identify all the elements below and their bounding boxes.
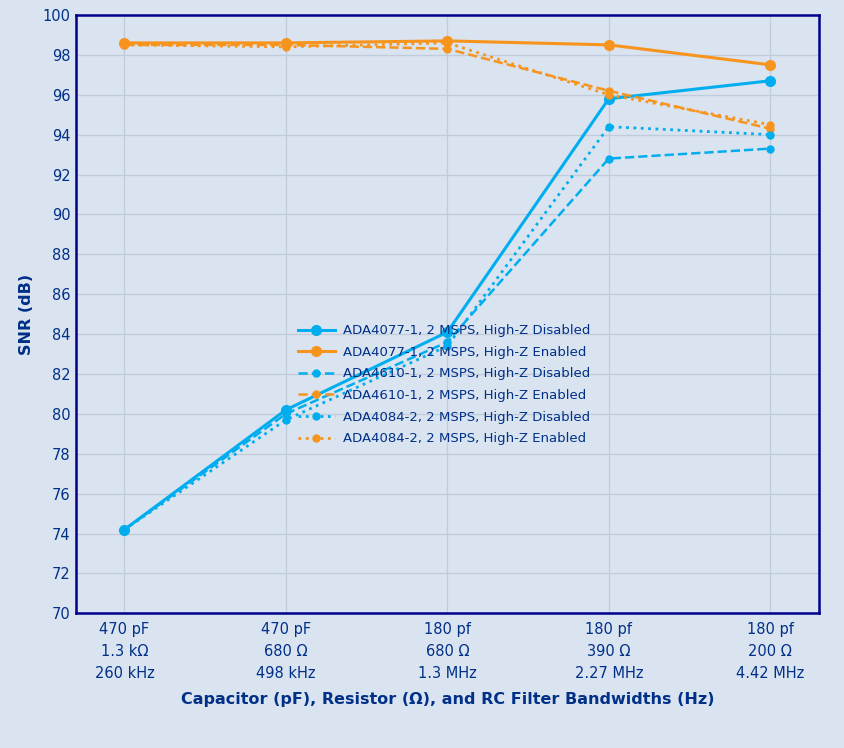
ADA4610-1, 2 MSPS, High-Z Enabled xyxy=(766,124,776,133)
ADA4084-2, 2 MSPS, High-Z Disabled xyxy=(766,130,776,139)
ADA4077-1, 2 MSPS, High-Z Enabled xyxy=(281,38,291,47)
ADA4084-2, 2 MSPS, High-Z Enabled xyxy=(766,120,776,129)
ADA4610-1, 2 MSPS, High-Z Disabled xyxy=(442,337,452,346)
ADA4077-1, 2 MSPS, High-Z Disabled xyxy=(281,405,291,414)
ADA4077-1, 2 MSPS, High-Z Disabled xyxy=(766,76,776,85)
ADA4610-1, 2 MSPS, High-Z Enabled xyxy=(442,44,452,53)
ADA4077-1, 2 MSPS, High-Z Disabled xyxy=(603,94,614,103)
ADA4084-2, 2 MSPS, High-Z Disabled xyxy=(119,525,129,534)
ADA4077-1, 2 MSPS, High-Z Disabled xyxy=(442,328,452,337)
Line: ADA4077-1, 2 MSPS, High-Z Enabled: ADA4077-1, 2 MSPS, High-Z Enabled xyxy=(120,36,775,70)
Line: ADA4610-1, 2 MSPS, High-Z Disabled: ADA4610-1, 2 MSPS, High-Z Disabled xyxy=(121,145,774,533)
ADA4610-1, 2 MSPS, High-Z Enabled xyxy=(281,40,291,49)
ADA4610-1, 2 MSPS, High-Z Enabled xyxy=(119,40,129,49)
ADA4084-2, 2 MSPS, High-Z Disabled xyxy=(281,415,291,424)
Line: ADA4610-1, 2 MSPS, High-Z Enabled: ADA4610-1, 2 MSPS, High-Z Enabled xyxy=(121,41,774,132)
ADA4084-2, 2 MSPS, High-Z Disabled xyxy=(442,342,452,351)
ADA4084-2, 2 MSPS, High-Z Enabled xyxy=(119,40,129,49)
ADA4077-1, 2 MSPS, High-Z Enabled xyxy=(119,38,129,47)
Line: ADA4084-2, 2 MSPS, High-Z Disabled: ADA4084-2, 2 MSPS, High-Z Disabled xyxy=(121,123,774,533)
ADA4610-1, 2 MSPS, High-Z Disabled xyxy=(766,144,776,153)
Y-axis label: SNR (dB): SNR (dB) xyxy=(19,274,34,355)
ADA4077-1, 2 MSPS, High-Z Enabled xyxy=(766,61,776,70)
ADA4610-1, 2 MSPS, High-Z Disabled xyxy=(603,154,614,163)
ADA4084-2, 2 MSPS, High-Z Enabled xyxy=(442,38,452,47)
ADA4077-1, 2 MSPS, High-Z Disabled xyxy=(119,525,129,534)
ADA4084-2, 2 MSPS, High-Z Enabled xyxy=(281,43,291,52)
Line: ADA4084-2, 2 MSPS, High-Z Enabled: ADA4084-2, 2 MSPS, High-Z Enabled xyxy=(121,40,774,128)
ADA4077-1, 2 MSPS, High-Z Enabled xyxy=(442,37,452,46)
Line: ADA4077-1, 2 MSPS, High-Z Disabled: ADA4077-1, 2 MSPS, High-Z Disabled xyxy=(120,76,775,534)
Legend: ADA4077-1, 2 MSPS, High-Z Disabled, ADA4077-1, 2 MSPS, High-Z Enabled, ADA4610-1: ADA4077-1, 2 MSPS, High-Z Disabled, ADA4… xyxy=(298,325,590,445)
X-axis label: Capacitor (pF), Resistor (Ω), and RC Filter Bandwidths (Hz): Capacitor (pF), Resistor (Ω), and RC Fil… xyxy=(181,692,714,707)
ADA4084-2, 2 MSPS, High-Z Disabled xyxy=(603,122,614,131)
ADA4610-1, 2 MSPS, High-Z Disabled xyxy=(281,409,291,418)
ADA4084-2, 2 MSPS, High-Z Enabled xyxy=(603,91,614,99)
ADA4610-1, 2 MSPS, High-Z Enabled xyxy=(603,86,614,95)
ADA4610-1, 2 MSPS, High-Z Disabled xyxy=(119,525,129,534)
ADA4077-1, 2 MSPS, High-Z Enabled xyxy=(603,40,614,49)
